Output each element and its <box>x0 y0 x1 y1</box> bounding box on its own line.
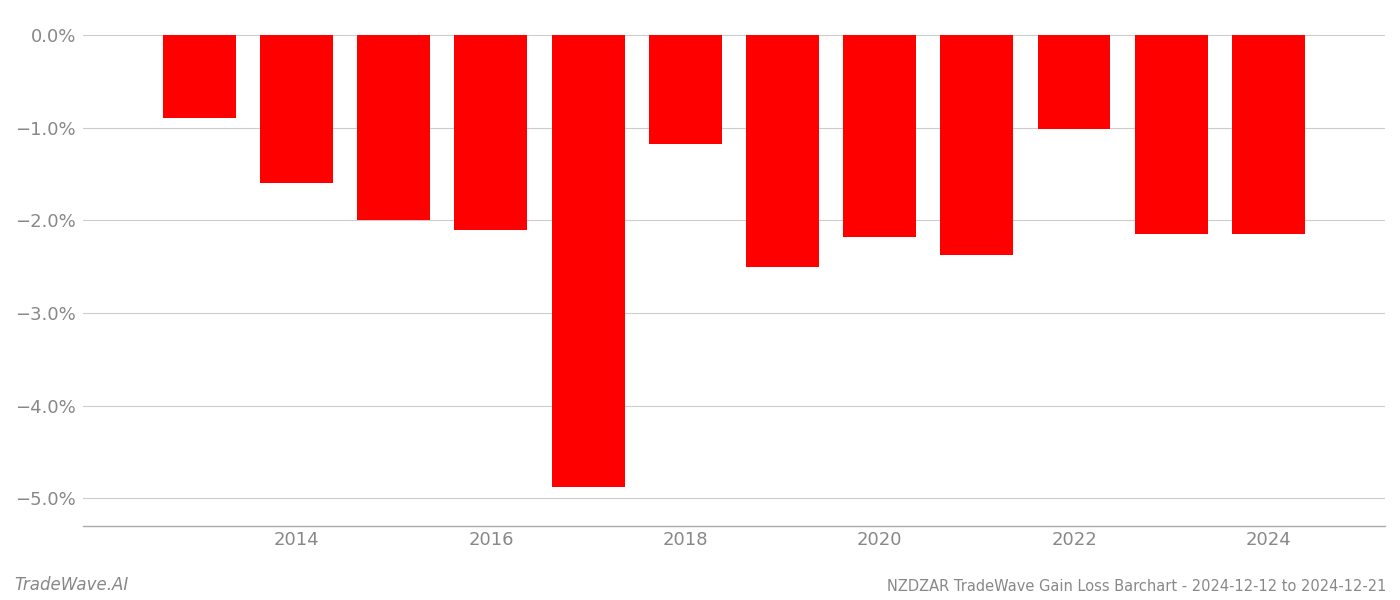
Bar <box>357 35 430 220</box>
Bar <box>552 35 624 487</box>
Bar <box>941 35 1014 256</box>
Bar <box>1037 35 1110 130</box>
Bar <box>746 35 819 266</box>
Bar <box>843 35 916 237</box>
Bar <box>648 35 721 144</box>
Bar <box>260 35 333 183</box>
Bar <box>162 35 235 118</box>
Bar <box>1232 35 1305 234</box>
Bar <box>455 35 528 230</box>
Bar <box>1135 35 1208 234</box>
Text: NZDZAR TradeWave Gain Loss Barchart - 2024-12-12 to 2024-12-21: NZDZAR TradeWave Gain Loss Barchart - 20… <box>886 579 1386 594</box>
Text: TradeWave.AI: TradeWave.AI <box>14 576 129 594</box>
